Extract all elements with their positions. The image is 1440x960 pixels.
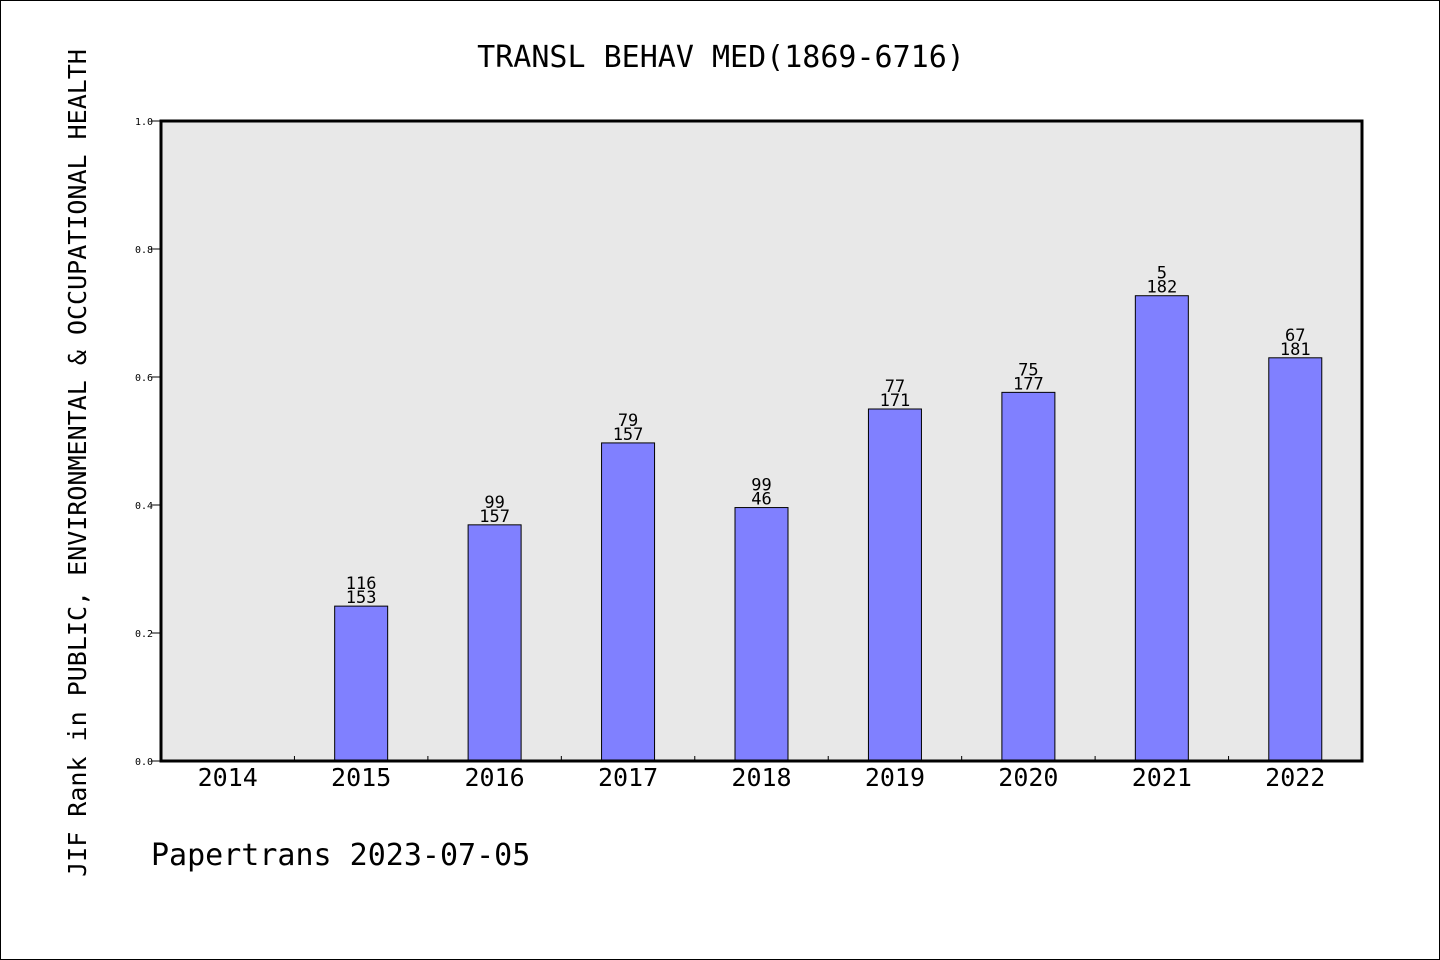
chart-footer: Papertrans 2023-07-05	[151, 838, 530, 873]
x-tick-label: 2016	[465, 763, 525, 792]
plot-frame	[159, 119, 1364, 763]
x-tick-label: 2019	[865, 763, 925, 792]
bar-rank-label: 5	[1157, 264, 1167, 284]
x-tick-label: 2015	[331, 763, 391, 792]
bar	[1134, 295, 1189, 762]
bar-total-label: 157	[613, 425, 644, 445]
bar	[601, 442, 656, 762]
bar-total-label: 177	[1013, 374, 1044, 394]
bar-total-label: 171	[880, 391, 911, 411]
bar-rank-label: 99	[484, 493, 504, 513]
bar-total-label: 181	[1280, 340, 1311, 360]
x-tick-label: 2020	[998, 763, 1058, 792]
y-tick-label: 0.8	[135, 245, 153, 256]
y-tick-label: 0.4	[135, 501, 153, 512]
bar-total-label: 153	[346, 588, 377, 608]
x-tick-label: 2021	[1132, 763, 1192, 792]
bar	[867, 408, 922, 762]
bar-rank-label: 77	[885, 377, 905, 397]
bar-rank-label: 99	[751, 476, 771, 496]
bar	[467, 524, 522, 762]
x-tick-label: 2022	[1265, 763, 1325, 792]
bar	[1001, 391, 1056, 762]
bar-rank-label: 67	[1285, 326, 1305, 346]
y-tick-label: 0.0	[135, 757, 153, 768]
bar-total-label: 46	[751, 490, 771, 510]
bar-total-label: 157	[479, 507, 510, 527]
y-tick-label: 1.0	[135, 117, 153, 128]
x-tick-label: 2014	[198, 763, 258, 792]
bar-rank-label: 75	[1018, 360, 1038, 380]
x-tick-label: 2017	[598, 763, 658, 792]
y-tick-label: 0.6	[135, 373, 153, 384]
chart-title: TRANSL BEHAV MED(1869-6716)	[477, 40, 965, 75]
bar	[334, 605, 389, 762]
y-axis-label: JIF Rank in PUBLIC, ENVIRONMENTAL & OCCU…	[63, 49, 92, 877]
bar-total-label: 182	[1146, 278, 1177, 298]
y-tick-label: 0.2	[135, 629, 153, 640]
x-tick-label: 2018	[731, 763, 791, 792]
bar-rank-label: 116	[346, 574, 377, 594]
bar	[734, 507, 789, 762]
bar-rank-label: 79	[618, 411, 638, 431]
bars-layer	[334, 295, 1323, 762]
bar	[1268, 357, 1323, 762]
